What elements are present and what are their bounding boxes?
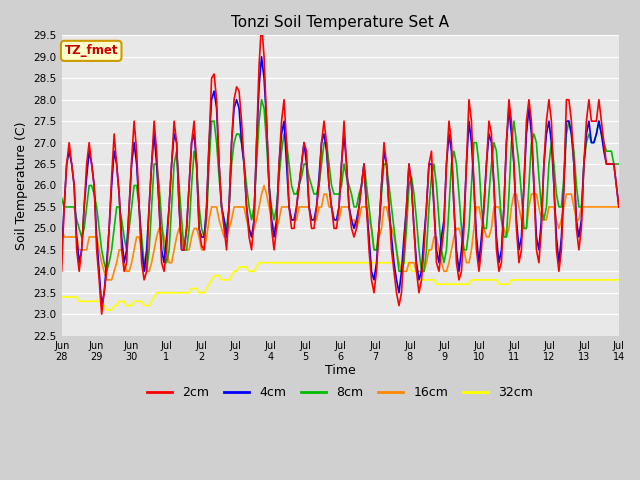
- Text: TZ_fmet: TZ_fmet: [65, 44, 118, 57]
- Legend: 2cm, 4cm, 8cm, 16cm, 32cm: 2cm, 4cm, 8cm, 16cm, 32cm: [142, 382, 538, 405]
- Title: Tonzi Soil Temperature Set A: Tonzi Soil Temperature Set A: [231, 15, 449, 30]
- Y-axis label: Soil Temperature (C): Soil Temperature (C): [15, 121, 28, 250]
- X-axis label: Time: Time: [325, 363, 356, 376]
